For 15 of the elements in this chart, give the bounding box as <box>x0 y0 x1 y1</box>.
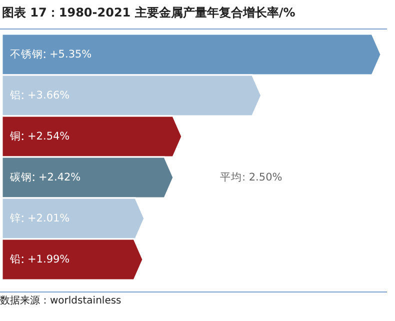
y-tick-label: 锌 <box>9 211 21 224</box>
data-label: +1.99% <box>28 253 70 266</box>
y-tick-label: 铜 <box>9 130 21 142</box>
y-tick-label: 铅 <box>9 253 21 266</box>
data-label: +2.54% <box>28 130 70 142</box>
data-label: +3.66% <box>28 89 70 102</box>
y-tick-label: 不锈钢 <box>10 48 43 60</box>
data-label: +2.01% <box>28 212 70 224</box>
source-note: 数据来源：worldstainless <box>0 294 122 307</box>
y-tick-label: 铝 <box>9 89 21 102</box>
annotation: 平均: 2.50% <box>220 171 282 184</box>
data-label: +5.35% <box>50 48 92 60</box>
chart-title: 图表 17：1980-2021 主要金属产量年复合增长率/% <box>2 5 296 20</box>
data-label: +2.42% <box>38 171 81 184</box>
y-tick-label: 碳钢 <box>9 171 32 184</box>
